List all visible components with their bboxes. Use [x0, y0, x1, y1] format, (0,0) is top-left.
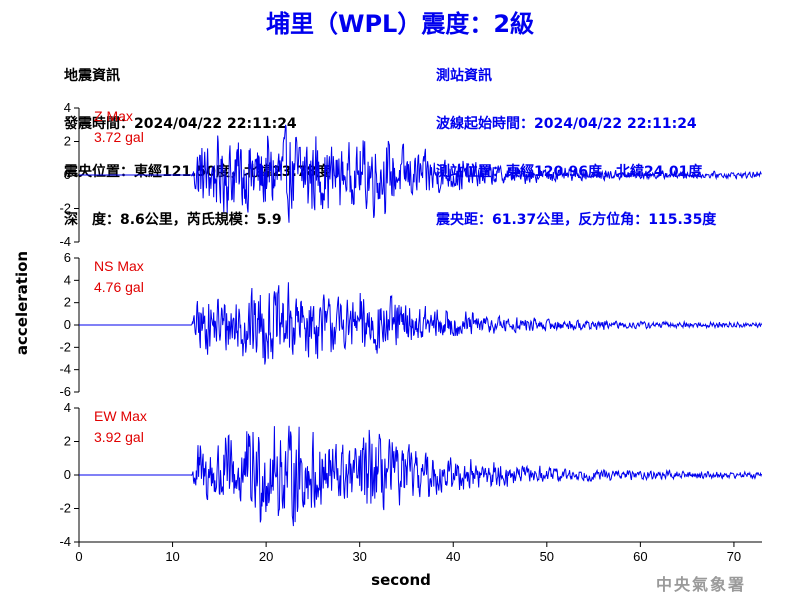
z-max-value: 3.72 gal [94, 129, 144, 145]
earthquake-info: 地震資訊 發震時間：2024/04/22 22:11:24 震央位置：東經121… [64, 36, 330, 244]
earthquake-info-heading: 地震資訊 [64, 68, 120, 84]
z-y-tick-label: 2 [64, 134, 71, 149]
x-tick-label: 30 [352, 549, 366, 564]
x-tick-label: 60 [633, 549, 647, 564]
x-tick-label: 50 [540, 549, 554, 564]
depth-magnitude: 深 度：8.6公里，芮氏規模：5.9 [64, 212, 282, 228]
origin-time: 發震時間：2024/04/22 22:11:24 [64, 116, 297, 132]
agency-watermark: 中央氣象署 [656, 575, 747, 594]
z-waveform-trace [79, 124, 762, 223]
chart-title: 埔里（WPL）震度：2級 [265, 10, 535, 38]
ns-y-tick-label: 2 [64, 295, 71, 310]
x-tick-label: 10 [165, 549, 179, 564]
ew-y-tick-label: 2 [64, 434, 71, 449]
ns-max-label: NS Max [94, 258, 144, 274]
x-tick-label: 20 [259, 549, 273, 564]
z-y-tick-label: -2 [59, 201, 71, 216]
ew-waveform-trace [79, 425, 763, 527]
ns-y-tick-label: 0 [64, 317, 71, 332]
z-max-label: Z Max [94, 108, 133, 124]
x-axis-label: second [371, 571, 431, 589]
ew-max-label: EW Max [94, 408, 147, 424]
ns-y-tick-label: -6 [59, 384, 71, 399]
ns-max-value: 4.76 gal [94, 279, 144, 295]
ew-y-tick-label: 0 [64, 467, 71, 482]
ns-y-tick-label: -2 [59, 339, 71, 354]
z-y-tick-label: 0 [64, 167, 71, 182]
ew-y-tick-label: -2 [59, 501, 71, 516]
ew-y-tick-label: -4 [59, 534, 71, 549]
z-y-tick-label: 4 [64, 100, 71, 115]
y-axis-label: acceleration [13, 250, 31, 356]
ew-max-value: 3.92 gal [94, 429, 144, 445]
ns-y-tick-label: -4 [59, 362, 71, 377]
ew-y-tick-label: 4 [64, 400, 71, 415]
station-info-heading: 測站資訊 [436, 68, 492, 84]
ns-y-tick-label: 6 [64, 250, 71, 265]
epicentral-distance: 震央距：61.37公里，反方位角：115.35度 [436, 212, 717, 228]
x-tick-label: 0 [75, 549, 82, 564]
z-y-tick-label: -4 [59, 234, 71, 249]
ns-waveform-trace [79, 282, 763, 365]
x-tick-label: 40 [446, 549, 460, 564]
x-tick-label: 70 [727, 549, 741, 564]
waveform-start-time: 波線起始時間：2024/04/22 22:11:24 [436, 116, 697, 132]
ns-y-tick-label: 4 [64, 272, 71, 287]
